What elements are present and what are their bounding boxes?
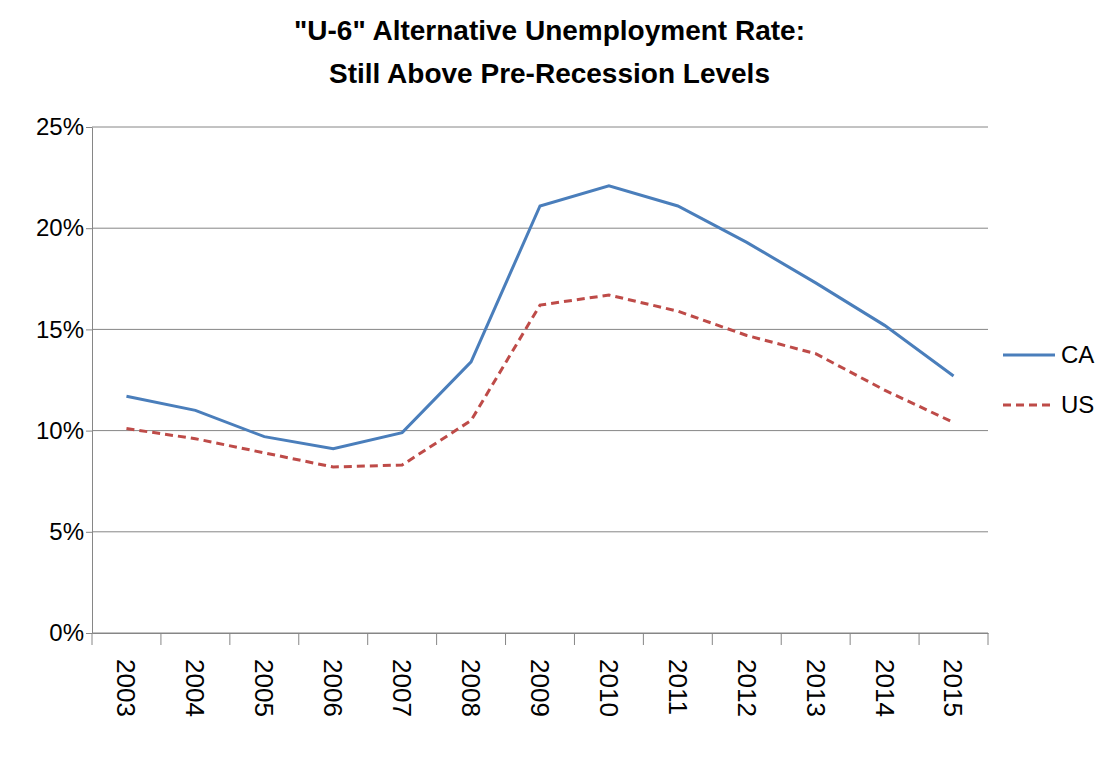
x-tick-label: 2010 [594, 659, 624, 717]
x-tick: 2010 [594, 633, 624, 717]
category-divider [850, 633, 851, 645]
x-tick-label: 2004 [180, 659, 210, 717]
y-tick-mark [86, 431, 92, 432]
x-tick: 2006 [318, 633, 348, 717]
category-divider [367, 633, 368, 645]
x-axis-line [93, 633, 989, 634]
x-tick: 2003 [111, 633, 141, 717]
legend: CA US [1003, 341, 1094, 418]
category-divider [574, 633, 575, 645]
category-divider [919, 633, 920, 645]
x-tick-label: 2009 [525, 659, 555, 717]
y-tick-label: 10% [36, 417, 84, 444]
y-tick: 15% [36, 316, 92, 343]
x-tick: 2014 [870, 633, 900, 717]
x-tick-label: 2012 [732, 659, 762, 717]
x-tick: 2009 [525, 633, 555, 717]
legend-label: US [1061, 391, 1094, 418]
x-tick: 2012 [732, 633, 762, 717]
y-tick-label: 25% [36, 113, 84, 140]
legend-swatch [1003, 354, 1055, 357]
y-tick-label: 5% [49, 518, 84, 545]
category-dividers [92, 633, 988, 645]
y-tick-mark [86, 532, 92, 533]
y-tick: 5% [49, 518, 92, 545]
y-tick-label: 20% [36, 214, 84, 241]
x-tick-label: 2013 [801, 659, 831, 717]
series-lines [126, 186, 953, 467]
category-divider [505, 633, 506, 645]
y-tick-mark [86, 228, 92, 229]
grid-line [92, 633, 988, 634]
x-axis: 2003 2004 2005 2006 2007 2008 2009 2010 2011 2012… [93, 633, 989, 717]
y-tick-label: 0% [49, 619, 84, 646]
y-tick: 25% [36, 113, 92, 140]
x-tick: 2013 [801, 633, 831, 717]
x-tick-label: 2007 [387, 659, 417, 717]
x-tick-label: 2006 [318, 659, 348, 717]
category-divider [436, 633, 437, 645]
grid-line [92, 531, 988, 532]
grid-line [92, 228, 988, 229]
y-axis-line [92, 128, 93, 634]
legend-label: CA [1061, 341, 1094, 368]
x-tick: 2008 [456, 633, 486, 717]
x-tick-label: 2003 [111, 659, 141, 717]
grid [92, 127, 988, 633]
category-divider [298, 633, 299, 645]
category-divider [643, 633, 644, 645]
x-tick: 2015 [938, 633, 968, 717]
category-divider [988, 633, 989, 645]
x-tick: 2005 [249, 633, 279, 717]
x-tick: 2007 [387, 633, 417, 717]
y-tick-mark [86, 633, 92, 634]
y-tick-label: 15% [36, 316, 84, 343]
x-tick: 2011 [663, 633, 693, 715]
chart-title-line: "U-6" Alternative Unemployment Rate: [294, 15, 805, 46]
grid-line [92, 329, 988, 330]
category-divider [712, 633, 713, 645]
y-tick: 10% [36, 417, 92, 444]
legend-swatch [1003, 404, 1055, 407]
y-axis: 0% 5% 10% 15% 20% 25% [36, 113, 93, 646]
chart: "U-6" Alternative Unemployment Rate: Stil… [0, 0, 1099, 765]
x-tick-label: 2008 [456, 659, 486, 717]
category-divider [92, 633, 93, 645]
category-divider [781, 633, 782, 645]
grid-line [92, 430, 988, 431]
y-tick-mark [86, 329, 92, 330]
grid-line [92, 127, 988, 128]
x-tick-label: 2014 [870, 659, 900, 717]
category-divider [229, 633, 230, 645]
x-tick-label: 2005 [249, 659, 279, 717]
chart-title: "U-6" Alternative Unemployment Rate: Stil… [294, 15, 805, 89]
category-divider [160, 633, 161, 645]
y-tick: 0% [49, 619, 92, 646]
series-line [126, 186, 953, 449]
y-tick: 20% [36, 214, 92, 241]
chart-title-line: Still Above Pre-Recession Levels [329, 58, 770, 89]
series-line [126, 295, 953, 467]
x-tick: 2004 [180, 633, 210, 717]
y-tick-mark [86, 127, 92, 128]
x-tick-label: 2015 [938, 659, 968, 717]
plot: 0% 5% 10% 15% 20% 25% 2003 2004 2005 2006 2007 2008… [36, 113, 989, 717]
x-tick-label: 2011 [663, 659, 693, 715]
